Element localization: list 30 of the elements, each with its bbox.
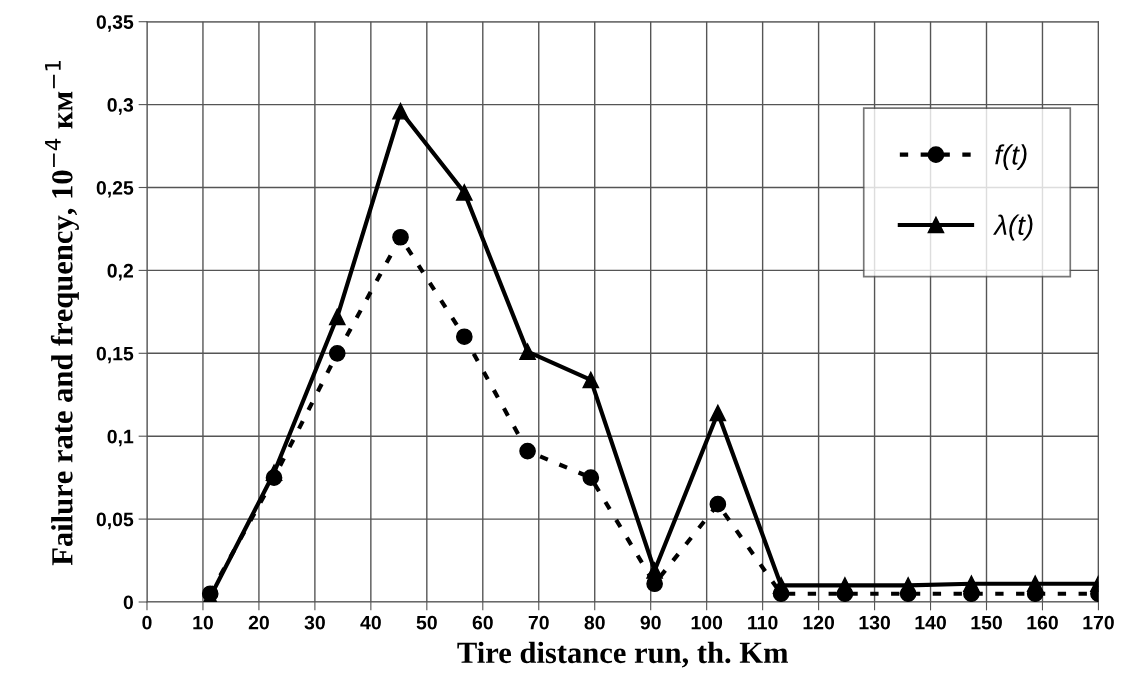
x-tick-label: 150 xyxy=(971,615,1002,630)
x-tick-label: 90 xyxy=(640,615,661,630)
x-tick-label: 60 xyxy=(472,615,493,630)
x-tick-label: 20 xyxy=(248,615,269,630)
x-tick-label: 130 xyxy=(859,615,890,630)
y-tick-label: 0,05 xyxy=(96,512,134,530)
x-axis-title: Tire distance run, th. Km xyxy=(457,641,789,668)
x-tick-label: 80 xyxy=(584,615,605,630)
x-tick-label: 40 xyxy=(360,615,381,630)
legend-label: λ(t) xyxy=(993,214,1033,241)
y-tick-label: 0,25 xyxy=(96,180,134,198)
legend-label: f(t) xyxy=(995,144,1027,171)
x-tick-label: 10 xyxy=(193,615,213,630)
y-tick-label: 0,2 xyxy=(107,263,134,281)
x-tick-label: 160 xyxy=(1027,615,1058,630)
x-tick-label: 70 xyxy=(528,615,549,630)
y-tick-label: 0,35 xyxy=(96,15,134,32)
x-tick-label: 110 xyxy=(748,615,778,630)
x-tick-label: 0 xyxy=(142,615,152,630)
x-tick-label: 140 xyxy=(915,615,946,630)
y-axis-title: Failure rate and frequency, 10$^{−4}$ км$^{−1}$ xyxy=(45,60,79,566)
x-tick-label: 50 xyxy=(416,615,437,630)
y-tick-label: 0,3 xyxy=(107,98,134,115)
y-tick-label: 0,1 xyxy=(107,429,134,447)
y-tick-label: 0,15 xyxy=(96,346,134,364)
x-tick-label: 120 xyxy=(803,615,835,630)
x-tick-label: 170 xyxy=(1083,615,1114,630)
x-tick-label: 100 xyxy=(691,615,723,630)
y-tick-label: 0 xyxy=(123,595,133,610)
x-tick-label: 30 xyxy=(304,615,325,630)
